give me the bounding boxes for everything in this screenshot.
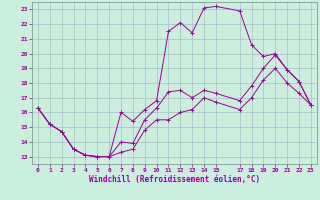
X-axis label: Windchill (Refroidissement éolien,°C): Windchill (Refroidissement éolien,°C) (89, 175, 260, 184)
